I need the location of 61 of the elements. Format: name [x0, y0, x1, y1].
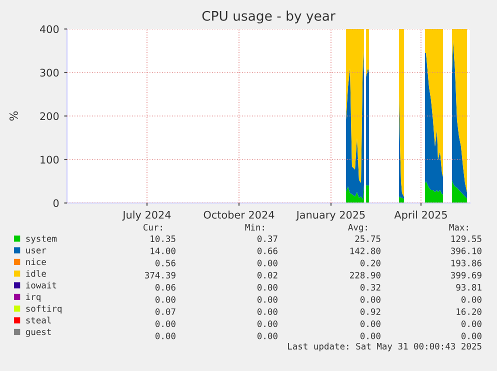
text: 193.86 [451, 260, 482, 266]
y-tick-label: 100 [40, 156, 59, 164]
text: 0.07 [156, 308, 176, 315]
legend-label: nice [26, 258, 46, 266]
text: 93.81 [456, 284, 482, 291]
legend-label: steal [26, 316, 51, 324]
text: Cur: [144, 224, 162, 231]
legend-label: guest [26, 328, 51, 337]
text: 0.00 [462, 296, 482, 303]
chart-title: CPU usage - by year [202, 10, 336, 24]
text: 399.69 [450, 272, 482, 279]
text: 0.00 [156, 296, 176, 303]
text: 0.00 [462, 320, 482, 328]
legend-label: iowait [26, 282, 56, 288]
text: 228.90 [350, 272, 380, 279]
legend-label: irq [26, 293, 40, 302]
y-tick-label: 200 [40, 112, 59, 120]
text: 0.66 [258, 248, 278, 254]
text: 0.00 [360, 332, 380, 340]
text: 0.92 [360, 308, 380, 315]
text: 16.20 [456, 308, 482, 315]
text: 0.00 [258, 260, 278, 266]
text: 0.00 [156, 332, 176, 340]
legend-label: idle [26, 270, 46, 277]
text: 0.00 [258, 284, 278, 291]
text: 396.10 [450, 248, 482, 254]
text: 0.00 [360, 320, 380, 328]
legend-label: user [26, 248, 46, 254]
y-tick-label: 0 [53, 199, 59, 208]
text: 129.55 [451, 235, 482, 242]
text: Last update: Sat May 31 00:00:43 2025 [288, 342, 482, 352]
text: Max: [449, 224, 468, 231]
legend-label: softirq [26, 305, 62, 314]
text: 0.00 [258, 332, 278, 340]
text: 14.00 [150, 248, 176, 254]
text: 10.35 [150, 235, 176, 242]
text: 0.00 [258, 308, 278, 315]
text: 142.80 [350, 248, 380, 254]
text: 0.56 [156, 260, 176, 266]
text: 25.75 [355, 235, 380, 242]
text: Avg: [348, 224, 367, 232]
y-tick-label: 400 [40, 25, 59, 34]
x-tick-label: January 2025 [296, 210, 365, 221]
y-tick-label: 300 [40, 68, 59, 77]
text: 0.00 [258, 320, 278, 328]
text: 0.00 [258, 296, 278, 303]
text: Min: [245, 224, 264, 230]
text: 0.00 [360, 296, 380, 303]
text: 0.20 [360, 260, 380, 266]
text: 0.00 [462, 332, 482, 340]
x-tick-label: April 2025 [394, 210, 447, 221]
x-tick-label: July 2024 [122, 210, 171, 221]
y-axis-title: % [9, 111, 18, 121]
text: 0.06 [156, 284, 176, 291]
legend-label: system [26, 236, 57, 244]
text: 0.00 [156, 320, 176, 328]
text: 374.39 [144, 272, 176, 279]
text: 0.32 [360, 284, 380, 291]
x-tick-label: October 2024 [204, 210, 274, 219]
text: 0.02 [258, 272, 278, 279]
text: 0.37 [258, 235, 278, 242]
